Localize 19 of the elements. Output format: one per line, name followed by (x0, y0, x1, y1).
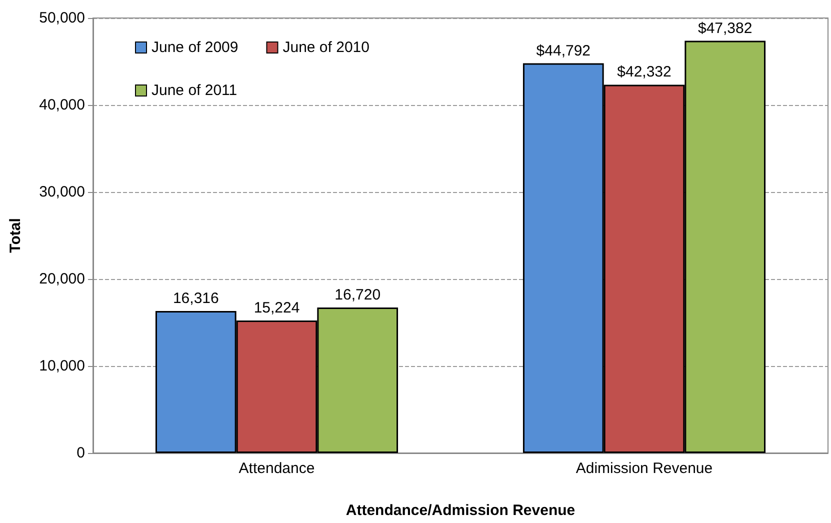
y-axis-title: Total (7, 218, 24, 253)
data-label: $42,332 (617, 64, 672, 81)
data-label: 16,720 (334, 286, 381, 304)
y-tick-label: 30,000 (39, 184, 85, 200)
legend-label: June of 2011 (152, 82, 238, 99)
x-tick-label: Attendance (238, 460, 315, 477)
data-label: $47,382 (698, 20, 752, 37)
legend-label: June of 2010 (282, 39, 370, 56)
data-label: 16,316 (172, 290, 219, 308)
x-tick-label: Adimission Revenue (576, 460, 713, 477)
y-tick-label: 50,000 (39, 10, 85, 26)
data-label: $44,792 (536, 42, 591, 60)
data-label: 15,224 (254, 300, 300, 317)
y-tick-label: 40,000 (39, 96, 85, 114)
x-axis-title: Attendance/Admission Revenue (346, 502, 576, 519)
y-tick-label: 20,000 (39, 270, 85, 288)
y-tick-label: 10,000 (39, 358, 85, 374)
legend-label: June of 2009 (152, 39, 238, 56)
y-tick-label: 0 (76, 444, 85, 462)
